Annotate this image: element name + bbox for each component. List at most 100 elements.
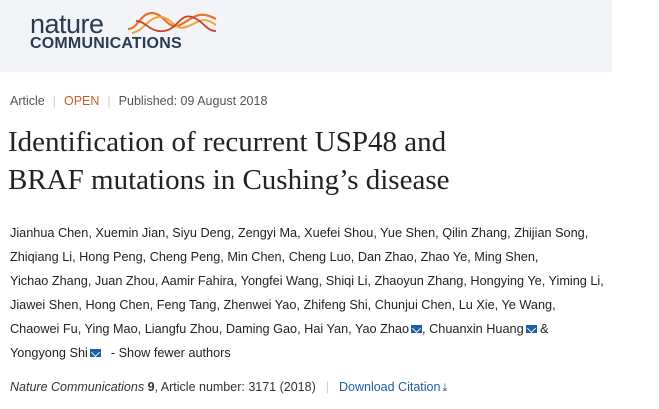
published-date: Published: 09 August 2018	[118, 94, 268, 108]
author-separator: ,	[467, 250, 475, 264]
author-name[interactable]: Chaowei Fu	[10, 322, 78, 336]
author-name[interactable]: Zhiqiang Li	[10, 250, 72, 264]
author-name-text: Xuemin Jian	[95, 226, 166, 240]
journal-logo[interactable]: nature COMMUNICATIONS	[30, 9, 230, 59]
author-name-text: Xuefei Shou	[304, 226, 374, 240]
author-separator: ,	[350, 250, 358, 264]
article-number: , Article number: 3171 (2018)	[154, 380, 316, 394]
author-name-text: Siyu Deng	[172, 226, 231, 240]
author-name[interactable]: Ye Wang	[502, 298, 553, 312]
author-name[interactable]: Yongyong Shi	[10, 346, 101, 360]
author-separator: ,	[165, 226, 173, 240]
logo-nature-text: nature	[30, 9, 104, 39]
author-separator: ,	[584, 226, 589, 240]
author-separator: ,	[463, 274, 471, 288]
author-name[interactable]: Zhaoyun Zhang	[374, 274, 463, 288]
download-citation-link[interactable]: Download Citation ⤓	[339, 380, 447, 394]
author-name-text: Lu Xie	[458, 298, 495, 312]
author-name-text: Qilin Zhang	[442, 226, 508, 240]
author-name-text: Hong Peng	[79, 250, 143, 264]
article-title-line: Identification of recurrent USP48 and	[8, 126, 447, 158]
author-separator: ,	[494, 298, 502, 312]
open-access-badge: OPEN	[63, 94, 100, 108]
author-name[interactable]: Zhifeng Shi	[303, 298, 367, 312]
author-name[interactable]: Qilin Zhang	[442, 226, 507, 240]
show-fewer-authors-button[interactable]: - Show fewer authors	[110, 346, 231, 360]
author-name[interactable]: Jiawei Shen	[10, 298, 78, 312]
author-name[interactable]: Yongfei Wang	[241, 274, 319, 288]
author-name-text: Hai Yan	[304, 322, 349, 336]
author-name[interactable]: Jianhua Chen	[10, 226, 88, 240]
author-name-text: Yao Zhao	[354, 322, 410, 336]
author-name[interactable]: Hong Peng	[79, 250, 143, 264]
author-name[interactable]: Chunjui Chen	[375, 298, 452, 312]
email-icon[interactable]	[89, 349, 101, 357]
author-name-text: Zengyi Ma	[237, 226, 298, 240]
author-separator: ,	[216, 298, 224, 312]
author-name[interactable]: Ying Mao	[85, 322, 138, 336]
author-name[interactable]: Aamir Fahira	[161, 274, 234, 288]
author-name[interactable]: Min Chen	[227, 250, 281, 264]
author-name[interactable]: Cheng Peng	[150, 250, 221, 264]
author-name-text: Zhao Ye	[420, 250, 468, 264]
article-title-line: BRAF mutations in Cushing’s disease	[8, 164, 450, 196]
meta-divider: |	[52, 94, 56, 108]
author-name[interactable]: Yiming Li	[549, 274, 601, 288]
email-icon[interactable]	[525, 325, 537, 333]
author-name[interactable]: Zhijian Song	[514, 226, 585, 240]
author-name[interactable]: Lu Xie	[459, 298, 495, 312]
author-separator: ,	[373, 226, 381, 240]
journal-header: nature COMMUNICATIONS	[0, 0, 612, 72]
article-title: Identification of recurrent USP48 and BR…	[8, 123, 608, 199]
author-separator: ,	[552, 298, 556, 312]
author-name-text: Liangfu Zhou	[144, 322, 219, 336]
author-name-text: Zhijian Song	[514, 226, 585, 240]
author-separator: ,	[230, 226, 238, 240]
author-separator: ,	[77, 322, 85, 336]
author-separator: ,	[296, 298, 304, 312]
author-name[interactable]: Xuemin Jian	[95, 226, 165, 240]
author-name[interactable]: Xuefei Shou	[304, 226, 373, 240]
author-separator: ,	[600, 274, 604, 288]
author-name[interactable]: Juan Zhou	[95, 274, 155, 288]
author-name-text: Min Chen	[227, 250, 282, 264]
author-name[interactable]: Siyu Deng	[172, 226, 231, 240]
article-type: Article	[10, 94, 45, 108]
author-name-text: Feng Tang	[156, 298, 217, 312]
author-separator: ,	[422, 322, 430, 336]
journal-volume: 9	[147, 380, 155, 394]
author-name[interactable]: Zhao Ye	[421, 250, 468, 264]
author-name[interactable]: Ming Shen	[474, 250, 535, 264]
article-meta: Article | OPEN | Published: 09 August 2018	[10, 94, 267, 108]
author-separator: ,	[413, 250, 421, 264]
author-name[interactable]: Yue Shen	[380, 226, 435, 240]
author-name[interactable]: Yichao Zhang	[10, 274, 88, 288]
email-icon[interactable]	[411, 325, 423, 333]
author-name[interactable]: Chuanxin Huang	[429, 322, 537, 336]
author-name-text: Yongfei Wang	[240, 274, 319, 288]
author-name[interactable]: Liangfu Zhou	[145, 322, 219, 336]
author-separator: ,	[220, 250, 228, 264]
author-name[interactable]: Daming Gao	[226, 322, 297, 336]
author-name[interactable]: Hongying Ye	[470, 274, 541, 288]
author-separator: ,	[507, 226, 515, 240]
author-separator: ,	[435, 226, 443, 240]
author-separator: ,	[78, 298, 86, 312]
author-name-text: Chunjui Chen	[374, 298, 452, 312]
author-separator: ,	[297, 226, 305, 240]
author-name[interactable]: Yao Zhao	[354, 322, 423, 336]
author-separator: ,	[318, 274, 326, 288]
author-name[interactable]: Feng Tang	[157, 298, 217, 312]
author-name[interactable]: Zhenwei Yao	[224, 298, 297, 312]
author-name[interactable]: Zengyi Ma	[238, 226, 297, 240]
author-separator: ,	[87, 274, 95, 288]
author-name[interactable]: Dan Zhao	[358, 250, 414, 264]
author-name[interactable]: Hong Chen	[85, 298, 149, 312]
author-name[interactable]: Shiqi Li	[326, 274, 368, 288]
download-icon: ⤓	[442, 382, 448, 394]
author-name[interactable]: Cheng Luo	[289, 250, 351, 264]
author-name-text: Cheng Peng	[149, 250, 221, 264]
author-list: Jianhua Chen, Xuemin Jian, Siyu Deng, Ze…	[10, 221, 610, 365]
author-name-text: Daming Gao	[225, 322, 298, 336]
author-name[interactable]: Hai Yan	[304, 322, 348, 336]
